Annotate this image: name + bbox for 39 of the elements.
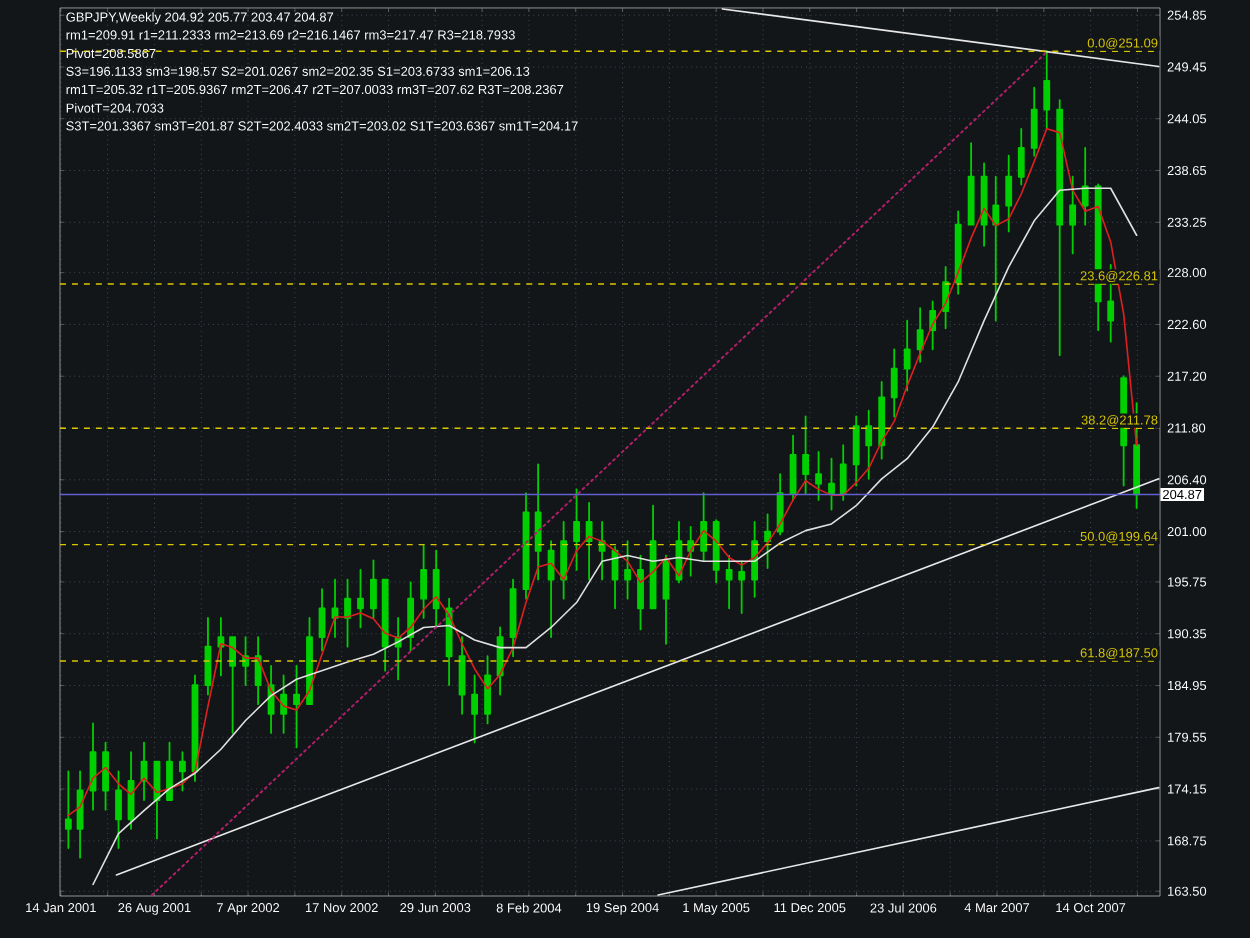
candlestick [903,319,911,392]
candlestick [432,549,440,629]
candlestick [865,409,873,480]
candlestick [852,415,860,487]
candlestick [1005,154,1013,233]
candlestick [1017,127,1025,186]
candlestick [751,521,759,598]
candlestick [992,175,1000,322]
candlestick [585,501,593,581]
candlestick [229,636,237,734]
candlestick [789,434,797,501]
candlestick [318,588,326,652]
candlestick [370,559,377,619]
candlestick [712,519,720,584]
candlestick [725,554,733,610]
candlestick [1081,147,1089,226]
candlestick [306,616,313,706]
candlestick [1043,50,1051,130]
candlestick [1069,175,1077,255]
candlestick [916,307,924,363]
candlestick [381,578,389,672]
candlestick [204,616,212,696]
candlestick [839,444,847,501]
candlestick [890,348,898,418]
candlestick [547,540,555,638]
candlestick [1056,99,1064,357]
candlestick [102,741,109,811]
candlestick [700,492,708,562]
candlestick [420,544,428,619]
candlestick [738,560,746,614]
candlestick [534,463,542,581]
candlestick [458,636,466,715]
candlestick [64,770,72,849]
candlestick [967,142,975,226]
candlestick [166,741,173,801]
candlestick [1030,86,1038,157]
candlestick [954,210,962,295]
candlestick [662,554,670,645]
candlestick [878,381,886,460]
